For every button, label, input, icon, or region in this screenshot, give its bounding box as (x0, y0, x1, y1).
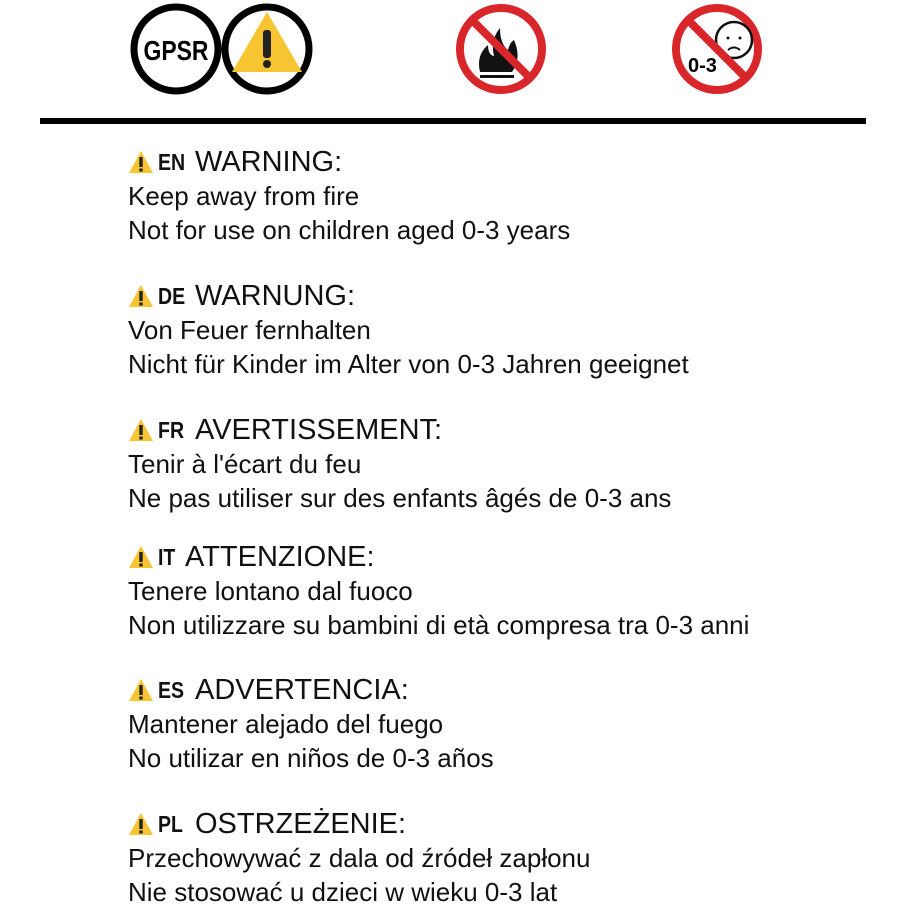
warning-line: Tenir à l'écart du feu (128, 449, 362, 479)
language-code: DE (158, 283, 186, 309)
header-icons: GPSR 0-3 (130, 3, 762, 95)
warning-triangle-icon (129, 813, 153, 835)
warning-section-en: EN WARNING: Keep away from fire Not for us… (128, 145, 570, 247)
section-heading: DE WARNUNG: (128, 279, 689, 313)
section-heading: EN WARNING: (128, 145, 570, 179)
warning-line: No utilizar en niños de 0-3 años (128, 743, 494, 773)
warning-triangle-icon (221, 3, 313, 95)
language-code: FR (158, 417, 185, 443)
gpsr-badge-icon: GPSR (130, 3, 222, 95)
age-label: 0-3 (688, 55, 717, 77)
warning-title: ATTENZIONE: (185, 541, 375, 573)
section-heading: FR AVERTISSEMENT: (128, 413, 671, 447)
language-code: EN (158, 149, 186, 175)
divider (40, 118, 866, 124)
language-code: IT (158, 544, 176, 570)
gpsr-label: GPSR (143, 36, 208, 67)
section-heading: ES ADVERTENCIA: (128, 673, 494, 707)
warning-triangle-icon (129, 151, 153, 173)
warning-section-pl: PL OSTRZEŻENIE: Przechowywać z dala od źr… (128, 807, 590, 909)
warning-title: WARNUNG: (195, 280, 356, 312)
warning-line: Ne pas utiliser sur des enfants âgés de … (128, 483, 672, 513)
section-heading: IT ATTENZIONE: (128, 540, 749, 574)
language-code: ES (158, 677, 185, 703)
section-heading: PL OSTRZEŻENIE: (128, 807, 590, 841)
warning-line: Keep away from fire (128, 181, 360, 211)
warning-line: Przechowywać z dala od źródeł zapłonu (128, 843, 591, 873)
warning-line: Nie stosować u dzieci w wieku 0-3 lat (128, 877, 558, 907)
warning-triangle-icon (129, 285, 153, 307)
not-for-children-0-3-icon: 0-3 (672, 4, 762, 94)
warning-line: Mantener alejado del fuego (128, 709, 444, 739)
warning-triangle-icon (129, 679, 153, 701)
warning-title: AVERTISSEMENT: (195, 414, 443, 446)
warning-line: Nicht für Kinder im Alter von 0-3 Jahren… (128, 349, 689, 379)
warning-section-fr: FR AVERTISSEMENT: Tenir à l'écart du feu N… (128, 413, 671, 515)
warning-line: Tenere lontano dal fuoco (128, 576, 413, 606)
warning-title: OSTRZEŻENIE: (195, 808, 407, 840)
warning-line: Von Feuer fernhalten (128, 315, 371, 345)
warning-section-es: ES ADVERTENCIA: Mantener alejado del fueg… (128, 673, 494, 775)
warning-triangle-icon (129, 546, 153, 568)
warning-triangle-icon (129, 419, 153, 441)
warning-section-de: DE WARNUNG: Von Feuer fernhalten Nicht für… (128, 279, 689, 381)
warning-line: Not for use on children aged 0-3 years (128, 215, 571, 245)
warning-title: WARNING: (195, 146, 343, 178)
language-code: PL (158, 811, 183, 837)
warning-section-it: IT ATTENZIONE: Tenere lontano dal fuoco No… (128, 540, 749, 642)
warning-title: ADVERTENCIA: (195, 674, 409, 706)
warning-line: Non utilizzare su bambini di età compres… (128, 610, 750, 640)
no-fire-icon (456, 4, 546, 94)
